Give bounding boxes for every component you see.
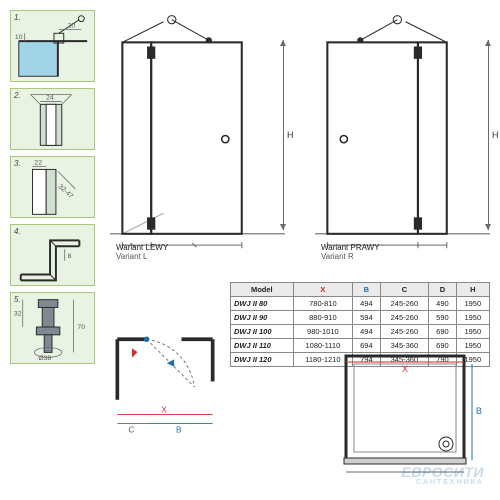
cell-x: 980-1010 xyxy=(293,325,353,339)
cell-b: 494 xyxy=(353,297,380,311)
detail-1-drawing: 20 10 xyxy=(11,11,94,81)
elevations-row: H Wariant LEWY Variant L xyxy=(110,10,490,260)
table-row: DWJ II 100980-1010494245-2606901950 xyxy=(231,325,490,339)
variant-left-caption: Wariant LEWY Variant L xyxy=(116,243,168,262)
col-x: X xyxy=(293,283,353,297)
table-row: DWJ II 80780-810494245-2604901950 xyxy=(231,297,490,311)
variant-left: H Wariant LEWY Variant L xyxy=(110,10,285,260)
plan-dim-b: B xyxy=(176,426,182,435)
dim-h-left: H xyxy=(279,40,289,230)
cell-c: 245-260 xyxy=(380,311,429,325)
detail-4: 4. 8 xyxy=(10,224,95,286)
cell-d: 690 xyxy=(429,325,456,339)
watermark-brand: ЕВРОСИТИ xyxy=(402,464,484,480)
spec-table-wrap: ModelXBCDH DWJ II 80780-810494245-260490… xyxy=(230,282,490,490)
detail-4-dim: 8 xyxy=(68,253,72,260)
spec-table-head-row: ModelXBCDH xyxy=(231,283,490,297)
cell-x: 880-910 xyxy=(293,311,353,325)
detail-1-dim-b: 10 xyxy=(15,34,23,41)
detail-3-drawing: 22 32-47 xyxy=(11,157,94,217)
cell-x: 780-810 xyxy=(293,297,353,311)
detail-2-number: 2. xyxy=(14,91,21,100)
col-c: C xyxy=(380,283,429,297)
variant-left-line1: Wariant LEWY xyxy=(116,243,168,252)
detail-5-h: 32 xyxy=(14,310,22,317)
table-row: DWJ II 90880-910594245-2605901950 xyxy=(231,311,490,325)
detail-1-number: 1. xyxy=(14,13,21,22)
detail-5-r: 70 xyxy=(77,324,85,331)
page: 1. 20 10 2. xyxy=(10,10,490,490)
cell-model: DWJ II 110 xyxy=(231,339,294,353)
cell-d: 490 xyxy=(429,297,456,311)
detail-5-drawing: Ø38 32 70 xyxy=(11,293,94,363)
detail-2: 2. 24 xyxy=(10,88,95,150)
detail-1: 1. 20 10 xyxy=(10,10,95,82)
dim-h-right: H xyxy=(484,40,494,230)
detail-3-dim-b: 32-47 xyxy=(57,183,75,200)
cell-d: 590 xyxy=(429,311,456,325)
plan-view: X B C xyxy=(110,282,220,490)
detail-3-number: 3. xyxy=(14,159,21,168)
lower-row: X B C ModelXBCDH DWJ II 80780-810494245-… xyxy=(110,282,490,490)
topview-dim-x: X xyxy=(402,364,408,374)
plan-dim-x: X xyxy=(161,406,167,415)
variant-right: H Wariant PRAWY Variant R xyxy=(315,10,490,260)
main-area: H Wariant LEWY Variant L xyxy=(110,10,490,490)
plan-dim-c: C xyxy=(128,426,134,435)
cell-h: 1950 xyxy=(456,297,489,311)
detail-panels: 1. 20 10 2. xyxy=(10,10,95,364)
col-h: H xyxy=(456,283,489,297)
col-b: B xyxy=(353,283,380,297)
variant-right-drawing xyxy=(315,10,490,260)
detail-2-drawing: 24 xyxy=(11,89,94,149)
cell-c: 245-260 xyxy=(380,297,429,311)
detail-4-number: 4. xyxy=(14,227,21,236)
detail-3-dim-a: 22 xyxy=(34,160,42,167)
detail-2-dim: 24 xyxy=(46,94,54,101)
cell-b: 594 xyxy=(353,311,380,325)
col-d: D xyxy=(429,283,456,297)
cell-model: DWJ II 80 xyxy=(231,297,294,311)
cell-model: DWJ II 120 xyxy=(231,353,294,367)
variant-right-line1: Wariant PRAWY xyxy=(321,243,380,252)
detail-1-dim-a: 20 xyxy=(68,22,76,29)
variant-left-line2: Variant L xyxy=(116,252,147,261)
variant-left-drawing xyxy=(110,10,285,260)
cell-c: 245-260 xyxy=(380,325,429,339)
cell-h: 1950 xyxy=(456,325,489,339)
detail-5-number: 5. xyxy=(14,295,21,304)
cell-b: 494 xyxy=(353,325,380,339)
col-model: Model xyxy=(231,283,294,297)
cell-model: DWJ II 100 xyxy=(231,325,294,339)
variant-right-line2: Variant R xyxy=(321,252,354,261)
cell-model: DWJ II 90 xyxy=(231,311,294,325)
detail-3: 3. 22 32-47 xyxy=(10,156,95,218)
detail-4-drawing: 8 xyxy=(11,225,94,285)
watermark-sub: САНТЕХНИКА xyxy=(402,479,484,486)
dim-h-right-label: H xyxy=(492,130,499,140)
topview-dim-b: B xyxy=(476,406,482,416)
dim-h-left-label: H xyxy=(287,130,294,140)
detail-5: 5. Ø38 32 70 xyxy=(10,292,95,364)
cell-h: 1950 xyxy=(456,311,489,325)
plan-drawing: X B C xyxy=(110,282,220,490)
variant-right-caption: Wariant PRAWY Variant R xyxy=(321,243,380,262)
detail-5-dia: Ø38 xyxy=(38,355,51,362)
watermark: ЕВРОСИТИ САНТЕХНИКА xyxy=(402,465,484,486)
